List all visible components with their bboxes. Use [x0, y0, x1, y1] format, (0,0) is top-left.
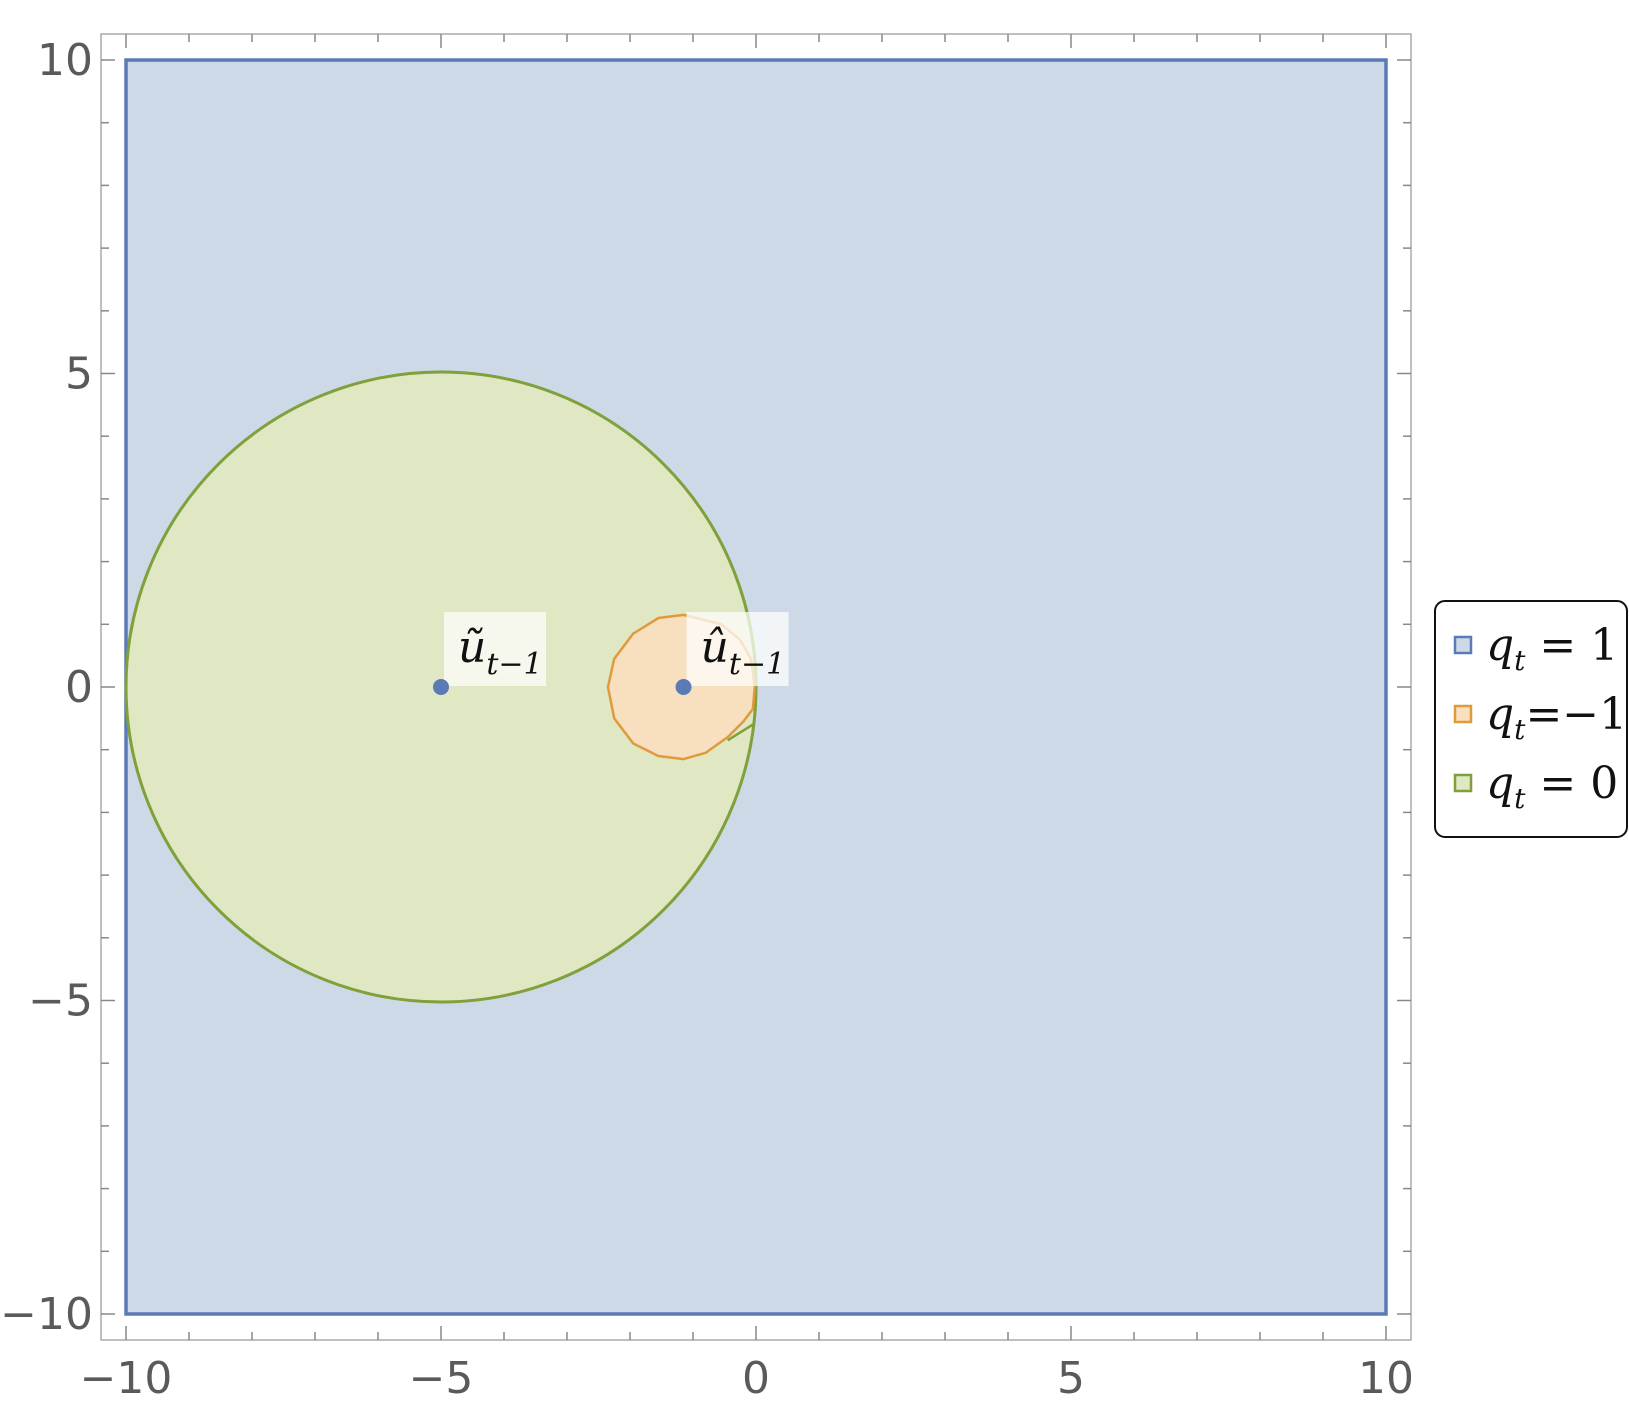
x-tick-label: −10 [80, 1353, 173, 1403]
legend: qt = 1 qt=−1 qt = 0 [1434, 600, 1628, 838]
point-label-bg [444, 612, 546, 686]
point-0 [433, 679, 449, 695]
x-tick-label: 10 [1358, 1353, 1414, 1403]
legend-swatch [1453, 773, 1473, 793]
x-tick-label: 0 [742, 1353, 770, 1403]
points: ũt−1 ût−1 [433, 612, 789, 695]
regions [124, 58, 1388, 1316]
point-1 [675, 679, 692, 695]
point-label-bg [686, 612, 789, 686]
y-tick-label: 5 [65, 349, 93, 400]
ticks: −10 −5 0 5 10 −10 −5 0 5 10 [0, 34, 1414, 1403]
legend-box [1434, 600, 1628, 838]
legend-label: qt=−1 [1486, 689, 1627, 746]
y-tick-label: 10 [37, 35, 93, 86]
y-tick-label: −10 [0, 1289, 93, 1340]
point-label: ũt−1 [458, 622, 543, 682]
legend-swatch [1453, 635, 1473, 655]
legend-swatch [1453, 704, 1473, 724]
x-tick-label: −5 [409, 1353, 474, 1403]
legend-label: qt = 0 [1486, 758, 1618, 815]
legend-label: qt = 1 [1486, 620, 1618, 677]
y-tick-label: 0 [65, 662, 93, 713]
point-label: ût−1 [701, 622, 786, 682]
x-tick-label: 5 [1057, 1353, 1085, 1403]
y-tick-label: −5 [28, 976, 93, 1027]
region-boundary-segment [726, 723, 754, 742]
